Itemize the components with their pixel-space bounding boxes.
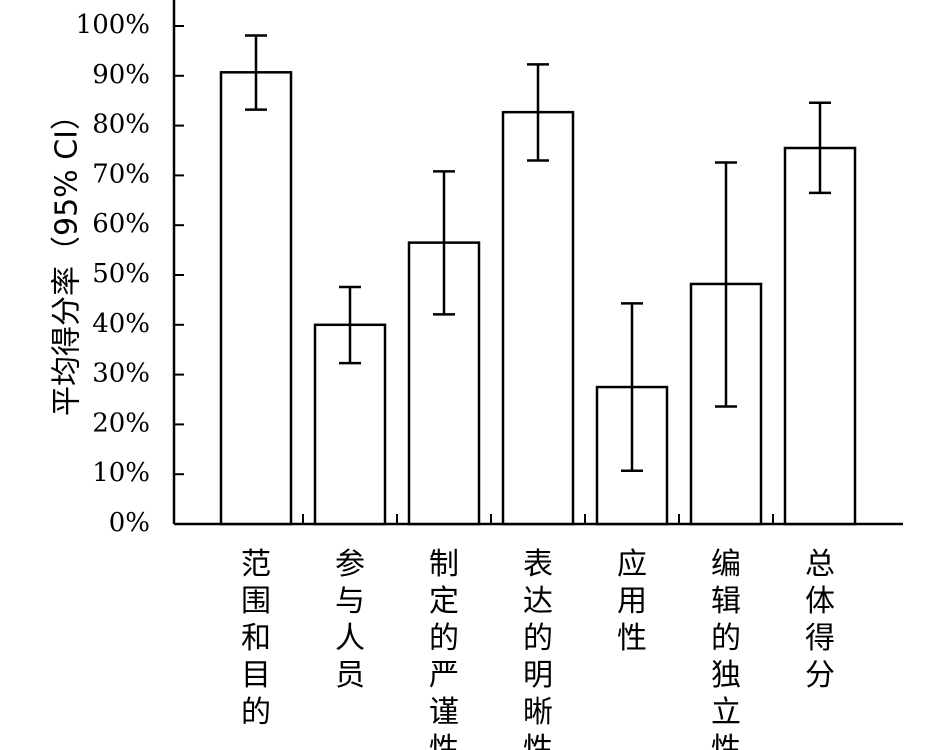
y-tick-label: 70%	[92, 159, 150, 189]
category-label-char: 性	[617, 621, 647, 656]
bar	[783, 146, 857, 526]
category-label-char: 性	[523, 732, 553, 750]
y-tick-label: 10%	[92, 458, 150, 488]
category-label-char: 辑	[711, 584, 741, 619]
x-category-label: 参与人员	[335, 547, 365, 693]
category-label-char: 目	[241, 658, 271, 693]
category-label-char: 谨	[429, 695, 459, 730]
x-category-label: 应用性	[617, 547, 647, 656]
category-label-char: 和	[241, 621, 271, 656]
y-tick-label: 90%	[92, 60, 150, 90]
x-category-label: 总体得分	[805, 547, 835, 693]
category-label-char: 达	[523, 584, 553, 619]
category-label-char: 应	[617, 547, 647, 582]
category-label-char: 得	[805, 621, 835, 656]
y-tick-label: 40%	[92, 309, 150, 339]
x-category-label: 制定的严谨性	[429, 547, 459, 750]
x-category-label: 表达的明晰性	[523, 547, 553, 750]
y-tick-label: 50%	[92, 259, 150, 289]
category-label-char: 分	[805, 658, 835, 693]
category-label-char: 的	[241, 695, 271, 730]
category-label-char: 体	[805, 584, 835, 619]
category-label-char: 严	[429, 658, 459, 693]
category-label-char: 独	[711, 658, 741, 693]
y-tick-label: 30%	[92, 359, 150, 389]
category-label-char: 编	[711, 547, 741, 582]
category-label-char: 的	[429, 621, 459, 656]
bar	[501, 110, 575, 526]
y-axis-title: 平均得分率（95% CI）	[50, 100, 85, 416]
category-label-char: 立	[711, 695, 741, 730]
category-label-char: 的	[711, 621, 741, 656]
category-label-char: 用	[617, 584, 647, 619]
y-tick-label: 80%	[92, 110, 150, 140]
category-label-char: 范	[241, 547, 271, 582]
category-label-char: 晰	[523, 695, 553, 730]
category-label-char: 与	[335, 584, 365, 619]
bar	[219, 71, 293, 526]
y-tick-label: 0%	[109, 508, 150, 538]
y-tick-label: 100%	[76, 10, 150, 40]
category-label-char: 参	[335, 547, 365, 582]
category-label-char: 性	[711, 732, 741, 750]
category-label-char: 表	[523, 547, 553, 582]
category-label-char: 总	[805, 547, 835, 582]
x-category-label: 编辑的独立性	[711, 547, 741, 750]
category-label-char: 定	[429, 584, 459, 619]
category-label-char: 员	[335, 658, 365, 693]
category-label-char: 人	[335, 621, 365, 656]
category-label-char: 围	[241, 584, 271, 619]
category-label-char: 性	[429, 732, 459, 750]
y-tick-label: 20%	[92, 408, 150, 438]
y-tick-label: 60%	[92, 209, 150, 239]
x-category-label: 范围和目的	[241, 547, 271, 730]
category-label-char: 制	[429, 547, 459, 582]
plot-area: 0%10%20%30%40%50%60%70%80%90%100%范围和目的参与…	[76, 0, 903, 750]
category-label-char: 的	[523, 621, 553, 656]
category-label-char: 明	[523, 658, 553, 693]
